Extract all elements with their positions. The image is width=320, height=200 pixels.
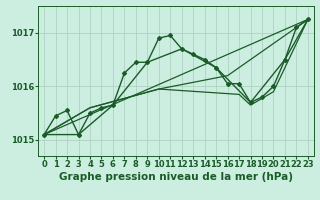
X-axis label: Graphe pression niveau de la mer (hPa): Graphe pression niveau de la mer (hPa) bbox=[59, 172, 293, 182]
